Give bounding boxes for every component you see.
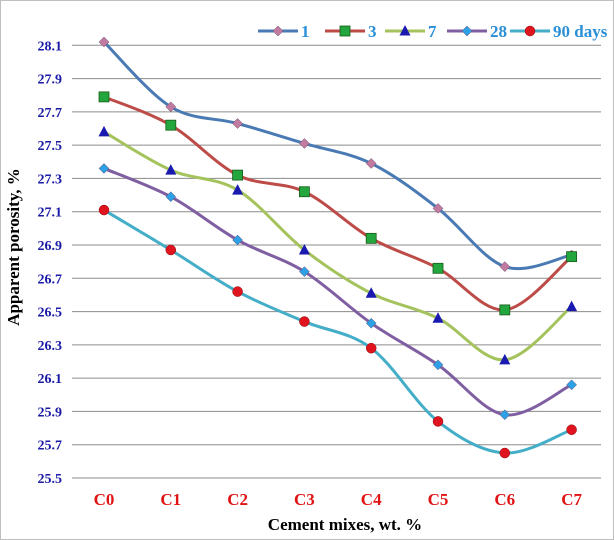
data-point-marker	[432, 262, 444, 274]
data-point-marker	[432, 416, 444, 427]
series-3	[98, 91, 577, 316]
data-point-marker	[524, 25, 536, 37]
data-point-marker	[165, 119, 177, 131]
y-tick-label: 27.5	[38, 139, 63, 154]
data-point-marker	[165, 164, 177, 175]
x-tick-label: C3	[294, 490, 315, 509]
data-point-marker	[566, 300, 578, 312]
data-point-marker	[298, 243, 310, 255]
y-tick-label: 28.1	[38, 39, 63, 54]
y-axis-title: Apparent porosity, %	[4, 168, 23, 326]
legend: 1 3 7 28 90 days	[258, 22, 608, 41]
data-point-marker	[399, 25, 411, 36]
data-point-marker	[499, 261, 511, 272]
data-point-marker	[165, 101, 177, 113]
legend-item: 3	[325, 22, 377, 41]
y-tick-label: 25.9	[38, 405, 63, 420]
legend-label: 3	[368, 22, 377, 41]
y-tick-label: 27.7	[38, 106, 63, 121]
x-axis-ticks: C0 C1 C2 C3 C4 C5 C6 C7	[94, 490, 583, 509]
x-tick-label: C0	[94, 490, 115, 509]
y-tick-label: 25.5	[38, 472, 63, 487]
data-point-marker	[98, 204, 110, 216]
data-point-marker	[365, 232, 377, 244]
data-point-marker	[165, 191, 177, 203]
y-tick-label: 25.7	[38, 439, 63, 454]
data-point-marker	[499, 353, 511, 365]
series-7	[98, 125, 578, 365]
data-point-marker	[499, 304, 511, 316]
x-tick-label: C6	[494, 490, 515, 509]
legend-label: 28	[490, 22, 507, 41]
x-tick-label: C4	[361, 490, 382, 509]
y-tick-label: 26.7	[38, 272, 63, 287]
x-tick-label: C7	[561, 490, 582, 509]
data-point-marker	[365, 317, 377, 329]
data-point-marker	[98, 125, 110, 137]
y-tick-label: 26.9	[38, 239, 63, 254]
series-90-days	[98, 204, 577, 459]
data-point-marker	[365, 158, 377, 169]
y-tick-label: 26.3	[38, 339, 63, 354]
x-tick-label: C2	[227, 490, 248, 509]
data-point-marker	[232, 169, 244, 181]
series-group	[98, 36, 578, 459]
data-point-marker	[566, 251, 577, 263]
data-point-marker	[98, 36, 110, 48]
legend-label: 90 days	[553, 22, 608, 41]
series-line	[103, 167, 573, 417]
data-point-marker	[339, 25, 351, 37]
x-tick-label: C1	[160, 490, 181, 509]
legend-label: 1	[301, 22, 310, 41]
data-point-marker	[365, 287, 377, 298]
legend-label: 7	[428, 22, 437, 41]
data-point-marker	[461, 25, 473, 37]
y-tick-label: 27.3	[38, 172, 63, 187]
data-point-marker	[432, 312, 444, 323]
legend-item: 7	[385, 22, 437, 41]
y-axis-ticks: 25.5 25.7 25.9 26.1 26.3 26.5 26.7 26.9 27.1 27.3…	[38, 39, 63, 487]
data-point-marker	[98, 91, 110, 103]
data-point-marker	[432, 203, 444, 214]
data-point-marker	[299, 266, 310, 277]
data-point-marker	[232, 118, 243, 129]
legend-item: 1	[258, 22, 310, 41]
data-point-marker	[232, 184, 244, 195]
series-28	[98, 163, 577, 421]
data-point-marker	[432, 359, 444, 371]
data-point-marker	[232, 234, 243, 246]
y-tick-label: 27.9	[38, 73, 63, 88]
data-point-marker	[566, 379, 577, 391]
data-point-marker	[299, 138, 310, 149]
data-point-marker	[499, 409, 511, 421]
x-tick-label: C5	[428, 490, 449, 509]
data-point-marker	[232, 286, 243, 297]
data-point-marker	[365, 342, 377, 354]
series-line	[103, 208, 573, 455]
legend-item: 28	[447, 22, 507, 41]
data-point-marker	[499, 447, 511, 459]
data-point-marker	[98, 163, 110, 174]
data-point-marker	[272, 25, 284, 37]
data-point-marker	[298, 186, 310, 198]
legend-item: 90 days	[510, 22, 608, 41]
data-point-marker	[299, 316, 310, 327]
data-point-marker	[566, 424, 577, 435]
y-tick-label: 27.1	[38, 206, 63, 221]
data-point-marker	[165, 244, 177, 256]
x-axis-title: Cement mixes, wt. %	[268, 515, 422, 534]
y-tick-label: 26.5	[38, 306, 63, 321]
y-tick-label: 26.1	[38, 372, 63, 387]
